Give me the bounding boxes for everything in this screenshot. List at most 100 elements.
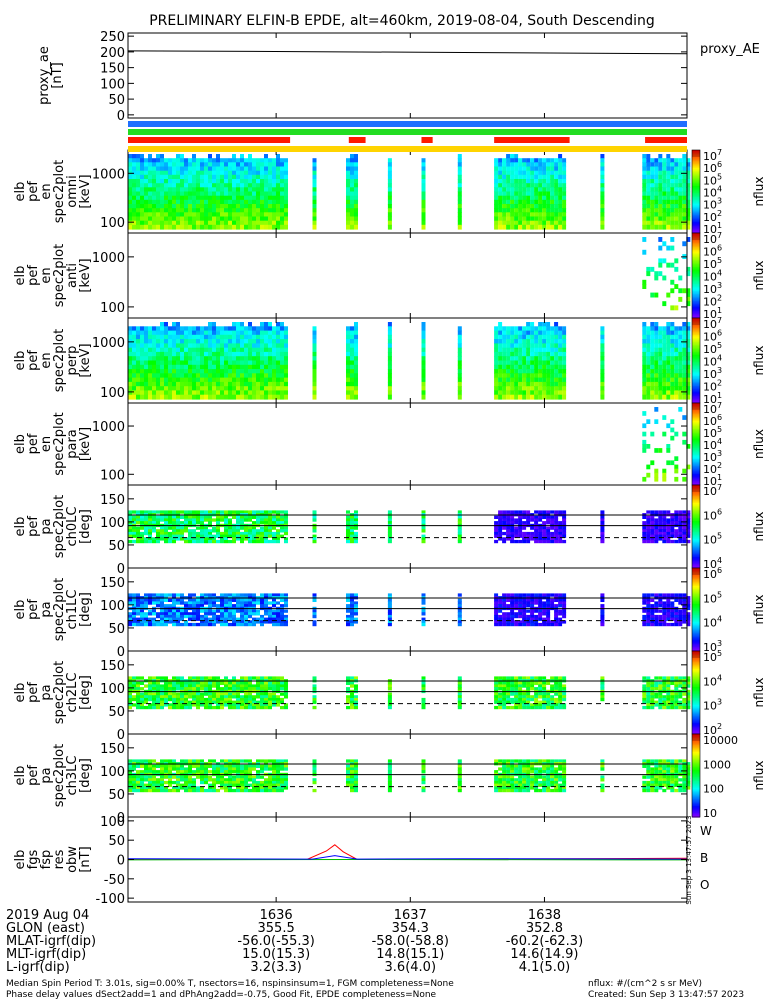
x-tick-label: 1637 (394, 908, 427, 923)
colorbar-cell (692, 504, 700, 507)
y-axis-label: pa (39, 767, 54, 783)
colorbar-cell (692, 305, 700, 308)
colorbar-cell (692, 633, 700, 635)
colorbar-tick-label: 104 (703, 556, 722, 571)
colorbar-cell (692, 219, 700, 222)
series-line-1 (127, 50, 688, 55)
y-axis-label: anti (65, 263, 80, 288)
footer-note-2: Phase delay values dSect2add=1 and dPhAn… (6, 990, 437, 1000)
colorbar-cell (692, 624, 700, 627)
time-axis-labels: 2019 Aug 04 1636 1637 1638 GLON (east) 355.5 3… (6, 908, 583, 975)
colorbar-cell (692, 412, 700, 415)
colorbar-cell (692, 438, 700, 441)
y-tick-label: 1000 (92, 420, 125, 435)
colorbar-cell (692, 734, 700, 736)
colorbar-cell (692, 688, 700, 691)
colorbar-cell (692, 710, 700, 713)
colorbar-cell (692, 551, 700, 554)
colorbar-cell (692, 814, 700, 817)
colorbar-cell (692, 568, 700, 570)
colorbar-cell (692, 604, 700, 606)
colorbar-cell (692, 530, 700, 533)
axis-row-value: 354.3 (392, 921, 429, 936)
panel-right-label: proxy_AE (700, 42, 760, 57)
colorbar-cell (692, 631, 700, 634)
colorbar-unit: nflux (752, 678, 766, 708)
colorbar-unit: nflux (752, 761, 766, 791)
colorbar-cell (692, 395, 700, 398)
colorbar-cell (692, 790, 700, 793)
colorbar-cell (692, 761, 700, 764)
axis-row-value: 352.8 (526, 921, 563, 936)
y-axis-label: en (39, 352, 54, 368)
colorbar-cell (692, 628, 700, 631)
colorbar-cell (692, 586, 700, 588)
colorbar-cell (692, 646, 700, 649)
colorbar-cell (692, 493, 700, 496)
colorbar-cell (692, 750, 700, 753)
colorbar-cell (692, 653, 700, 656)
y-tick-label: 50 (108, 788, 125, 803)
colorbar-cell (692, 698, 700, 700)
colorbar-cell (692, 562, 700, 565)
colorbar-cell (692, 409, 700, 412)
y-axis-label: [deg] (78, 758, 93, 793)
colorbar-cell (692, 393, 700, 396)
colorbar-cell (692, 587, 700, 590)
colorbar-cell (692, 386, 700, 388)
colorbar-cell (692, 649, 700, 652)
colorbar-cell (692, 722, 700, 725)
colorbar-tick-label: 105 (703, 341, 722, 356)
colorbar-cell (692, 667, 700, 670)
colorbar-cell (692, 174, 700, 177)
axis-row-value: -56.0(-55.3) (237, 934, 314, 949)
colorbar-cell (692, 394, 700, 397)
colorbar-cell (692, 405, 700, 408)
colorbar-cell (692, 298, 700, 301)
colorbar-cell (692, 561, 700, 564)
colorbar-cell (692, 782, 700, 785)
x-tick-label: 1638 (528, 908, 561, 923)
colorbar-cell (692, 230, 700, 233)
axis-row-label: MLT-igrf(dip) (6, 947, 86, 962)
colorbar-cell (692, 187, 700, 190)
y-axis-label: [keV] (78, 343, 93, 377)
colorbar-cell (692, 184, 700, 187)
colorbar-cell (692, 374, 700, 377)
colorbar-cell (692, 552, 700, 555)
colorbar-cell (692, 729, 700, 732)
colorbar-cell (692, 577, 700, 580)
colorbar-cell (692, 228, 700, 231)
panel-ch2LC: 150100500elbpefpaspec2plotch2LC[deg]1051… (13, 649, 766, 743)
colorbar-cell (692, 404, 700, 407)
colorbar-cell (692, 800, 700, 803)
colorbar-cell (692, 677, 700, 680)
colorbar-cell (692, 721, 700, 724)
colorbar-cell (692, 548, 700, 551)
y-tick-label: 150 (100, 742, 125, 757)
y-tick-label: 50 (108, 93, 125, 108)
colorbar-cell (692, 703, 700, 706)
colorbar-tick-label: 106 (703, 244, 722, 259)
colorbar-cell (692, 532, 700, 534)
footer-units: nflux: #/(cm^2 s sr MeV) (588, 979, 702, 989)
colorbar-cell (692, 489, 700, 492)
colorbar-cell (692, 215, 700, 217)
y-axis-label: elb (13, 182, 28, 202)
colorbar-cell (692, 192, 700, 195)
colorbar-cell (692, 188, 700, 191)
colorbar-cell (692, 652, 700, 655)
colorbar-cell (692, 673, 700, 676)
colorbar-cell (692, 286, 700, 289)
y-axis-label: spec2plot (52, 244, 67, 307)
colorbar-cell (692, 464, 700, 467)
y-axis-label: en (39, 436, 54, 452)
y-tick-label: 0 (117, 645, 125, 660)
y-tick-label: 150 (100, 576, 125, 591)
colorbar-cell (692, 426, 700, 429)
colorbar-cell (692, 775, 700, 778)
colorbar-cell (692, 346, 700, 349)
colorbar-cell (692, 457, 700, 460)
